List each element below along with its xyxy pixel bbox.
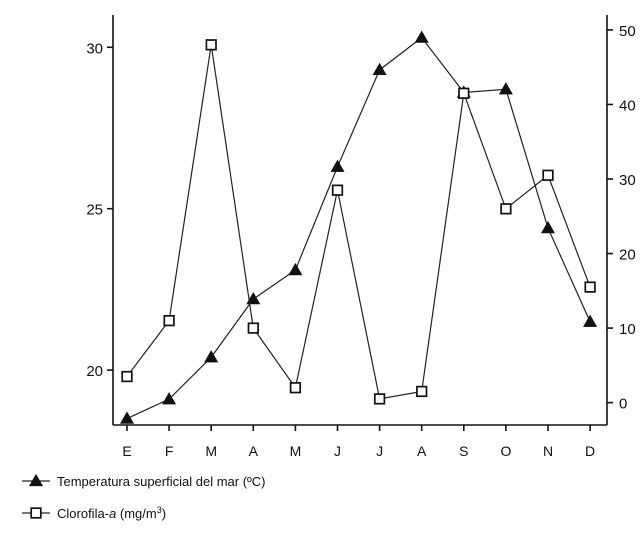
x-tick-label: E — [122, 443, 131, 459]
left-tick-label: 25 — [86, 202, 103, 219]
series-2 — [121, 39, 596, 405]
x-tick-label: O — [500, 443, 511, 459]
data-point-triangle — [204, 350, 219, 363]
series-line — [126, 36, 591, 420]
data-point-triangle — [288, 262, 303, 276]
data-point-triangle — [540, 220, 556, 234]
legend-label: Temperatura superficial del mar (ºC) — [57, 474, 265, 489]
data-point-square — [500, 203, 512, 215]
x-tick-label: M — [290, 443, 302, 459]
right-tick-label: 20 — [619, 247, 636, 264]
right-tick-label: 50 — [619, 23, 636, 40]
x-tick-label: J — [376, 443, 383, 459]
x-tick-label: J — [334, 443, 341, 459]
left-tick-label: 20 — [86, 363, 103, 380]
data-point-triangle — [583, 314, 598, 327]
data-point-square — [163, 314, 175, 327]
left-axis-ticks: 20 25 30 — [86, 40, 113, 380]
series-1 — [119, 30, 598, 424]
x-tick-label: A — [249, 443, 259, 459]
legend-marker-square — [30, 507, 42, 519]
x-tick-label: S — [459, 443, 468, 459]
right-tick-label: 30 — [619, 172, 636, 189]
x-tick-label: D — [585, 443, 595, 459]
data-point-square — [542, 169, 554, 181]
legend: Temperatura superficial del mar (ºC) Clor… — [22, 473, 265, 521]
data-point-square — [205, 39, 217, 51]
data-point-square — [247, 322, 259, 334]
left-tick-label: 30 — [86, 40, 103, 57]
series-layer — [119, 30, 598, 424]
data-point-square — [331, 184, 344, 196]
data-point-square — [373, 393, 386, 405]
legend-label: Clorofila-a (mg/m3) — [57, 505, 166, 521]
data-point-square — [584, 281, 596, 293]
data-point-triangle — [246, 291, 261, 305]
right-tick-label: 40 — [619, 97, 636, 114]
legend-item: Clorofila-a (mg/m3) — [22, 505, 166, 521]
right-tick-label: 10 — [619, 321, 636, 338]
data-point-triangle — [162, 392, 177, 405]
data-point-square — [416, 385, 428, 398]
data-point-triangle — [330, 159, 345, 172]
x-tick-label: F — [165, 443, 174, 459]
data-point-triangle — [372, 62, 387, 76]
x-tick-label: M — [205, 443, 217, 459]
right-axis-ticks: 0 10 20 30 40 50 — [607, 23, 636, 413]
series-line — [126, 44, 591, 400]
x-tick-label: A — [417, 443, 427, 459]
data-point-triangle — [119, 411, 135, 424]
axes — [112, 15, 608, 426]
data-point-square — [289, 382, 302, 394]
legend-item: Temperatura superficial del mar (ºC) — [22, 473, 265, 489]
data-point-square — [458, 87, 470, 99]
x-tick-label: N — [543, 443, 553, 459]
data-point-triangle — [414, 30, 429, 43]
data-point-triangle — [498, 82, 513, 95]
legend-marker-triangle — [28, 473, 44, 487]
data-point-square — [121, 370, 133, 383]
right-tick-label: 0 — [619, 396, 627, 413]
